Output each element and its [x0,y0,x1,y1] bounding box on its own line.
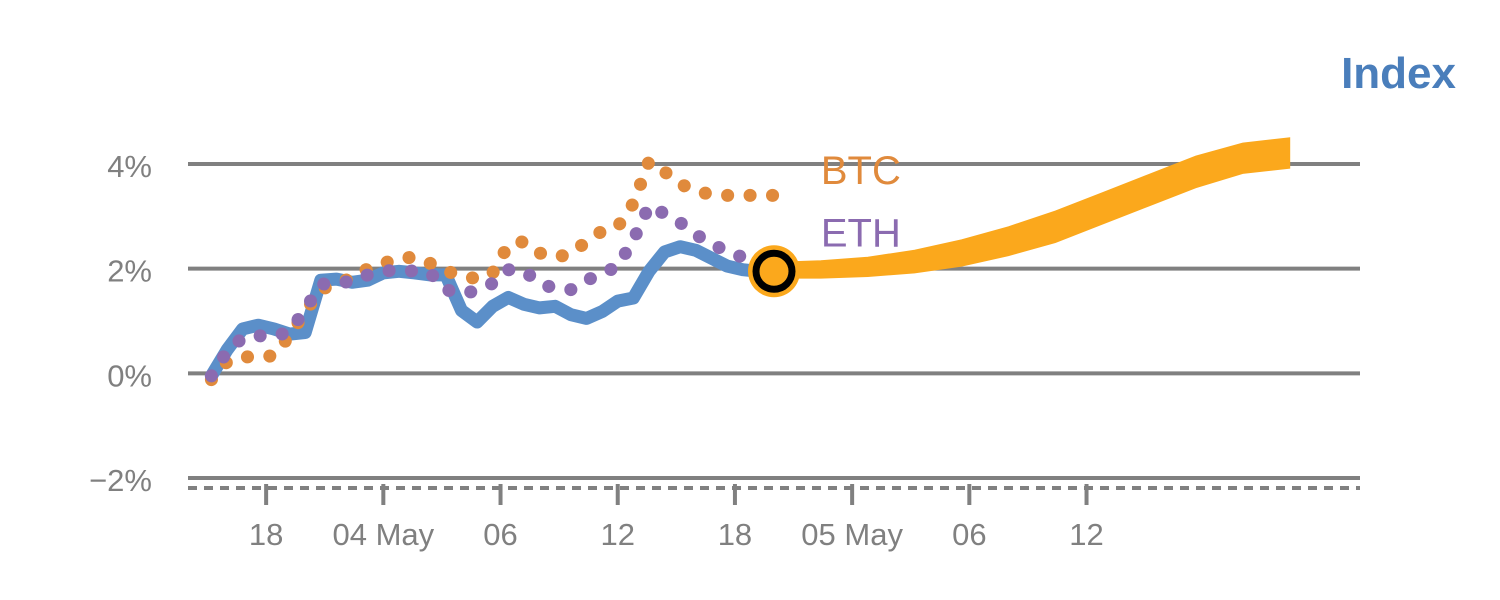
forecast-cone [773,137,1291,279]
x-tick-label-5: 05 May [801,517,903,552]
x-tick-label-7: 12 [1069,517,1103,552]
series-labels: BTC ETH [821,149,901,256]
marker-dot[interactable] [752,249,796,293]
x-tick-label-6: 06 [952,517,986,552]
data-series [204,154,781,387]
y-tick-label-0: 4% [107,149,152,184]
series-label-btc: BTC [821,149,901,193]
y-tick-label-3: −2% [89,463,152,498]
y-axis-tick-labels: 4% 2% 0% −2% [89,149,152,498]
x-tick-label-3: 12 [600,517,634,552]
series-line-btc [204,154,781,387]
x-tick-label-4: 18 [718,517,752,552]
series-label-eth: ETH [821,212,901,256]
y-tick-label-2: 0% [107,358,152,393]
x-tick-label-1: 04 May [332,517,434,552]
x-axis-tick-labels: 18 04 May 06 12 18 05 May 06 12 [249,517,1104,552]
series-line-index [204,240,781,383]
series-line-eth [204,199,781,383]
y-tick-label-1: 2% [107,254,152,289]
forecast-band-area [773,137,1291,279]
x-tick-label-2: 06 [483,517,517,552]
page-title: Index [1341,49,1456,98]
x-tick-label-0: 18 [249,517,283,552]
gridlines [188,162,1360,480]
forecast-start-marker[interactable] [748,245,800,298]
